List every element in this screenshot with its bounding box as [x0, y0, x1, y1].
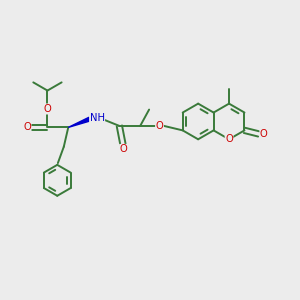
- Text: NH: NH: [90, 112, 105, 123]
- Text: O: O: [23, 122, 31, 132]
- Text: O: O: [260, 129, 268, 139]
- Text: O: O: [44, 104, 51, 114]
- Text: O: O: [156, 121, 164, 131]
- Text: O: O: [120, 144, 128, 154]
- Polygon shape: [68, 117, 90, 128]
- Text: O: O: [225, 134, 233, 144]
